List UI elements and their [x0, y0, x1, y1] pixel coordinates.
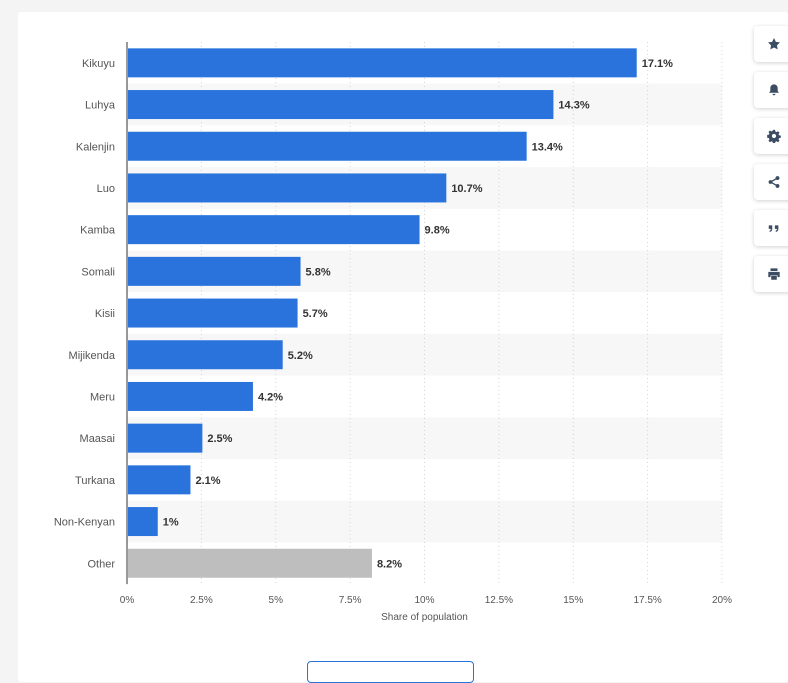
x-tick-label: 15% — [563, 595, 583, 606]
data-label: 5.8% — [306, 266, 331, 278]
toolbar-sidebar — [754, 26, 788, 302]
data-label: 2.1% — [195, 475, 220, 487]
bar — [128, 381, 253, 411]
bar — [128, 90, 554, 120]
data-label: 5.2% — [288, 350, 313, 362]
quote-icon — [768, 225, 779, 232]
data-label: 9.8% — [425, 225, 450, 237]
bar — [128, 298, 298, 328]
x-tick-label: 0% — [120, 595, 135, 606]
category-label: Kalenjin — [76, 141, 115, 153]
star-icon — [768, 38, 780, 50]
row-band — [127, 500, 722, 543]
category-label: Other — [87, 558, 115, 570]
bar — [128, 173, 447, 203]
bar — [128, 215, 420, 245]
x-tick-label: 5% — [269, 595, 284, 606]
data-label: 1% — [163, 517, 179, 529]
category-label: Kisii — [95, 308, 115, 320]
category-label: Non-Kenyan — [54, 517, 115, 529]
bar — [128, 465, 191, 495]
bar — [128, 340, 283, 370]
bar — [128, 48, 637, 78]
data-label: 2.5% — [207, 433, 232, 445]
favorite-button[interactable] — [754, 26, 788, 62]
gear-icon — [767, 129, 781, 143]
bell-icon — [769, 84, 779, 96]
category-label: Somali — [81, 266, 115, 278]
print-icon — [768, 268, 780, 280]
bar — [128, 548, 372, 578]
data-label: 13.4% — [532, 141, 563, 153]
bar — [128, 131, 527, 161]
cite-button[interactable] — [754, 210, 788, 246]
category-label: Turkana — [75, 475, 116, 487]
data-label: 5.7% — [303, 308, 328, 320]
category-label: Luhya — [85, 100, 116, 112]
bar — [128, 256, 301, 286]
data-label: 8.2% — [377, 558, 402, 570]
x-tick-label: 12.5% — [485, 595, 513, 606]
x-tick-label: 20% — [712, 595, 732, 606]
settings-button[interactable] — [754, 118, 788, 154]
print-button[interactable] — [754, 256, 788, 292]
data-label: 4.2% — [258, 391, 283, 403]
notification-button[interactable] — [754, 72, 788, 108]
bar — [128, 507, 158, 537]
share-button[interactable] — [754, 164, 788, 200]
category-label: Kamba — [80, 225, 116, 237]
bar — [128, 423, 203, 453]
category-label: Mijikenda — [69, 350, 116, 362]
data-label: 14.3% — [558, 100, 589, 112]
bottom-action-button[interactable] — [307, 661, 474, 683]
x-tick-label: 17.5% — [633, 595, 661, 606]
x-axis-title: Share of population — [381, 612, 468, 623]
x-tick-label: 10% — [414, 595, 434, 606]
data-label: 17.1% — [642, 58, 673, 70]
category-label: Luo — [97, 183, 115, 195]
x-tick-label: 7.5% — [339, 595, 362, 606]
data-label: 10.7% — [451, 183, 482, 195]
x-tick-label: 2.5% — [190, 595, 213, 606]
share-icon — [768, 176, 780, 188]
category-label: Kikuyu — [82, 58, 115, 70]
category-label: Maasai — [80, 433, 115, 445]
category-label: Meru — [90, 391, 115, 403]
